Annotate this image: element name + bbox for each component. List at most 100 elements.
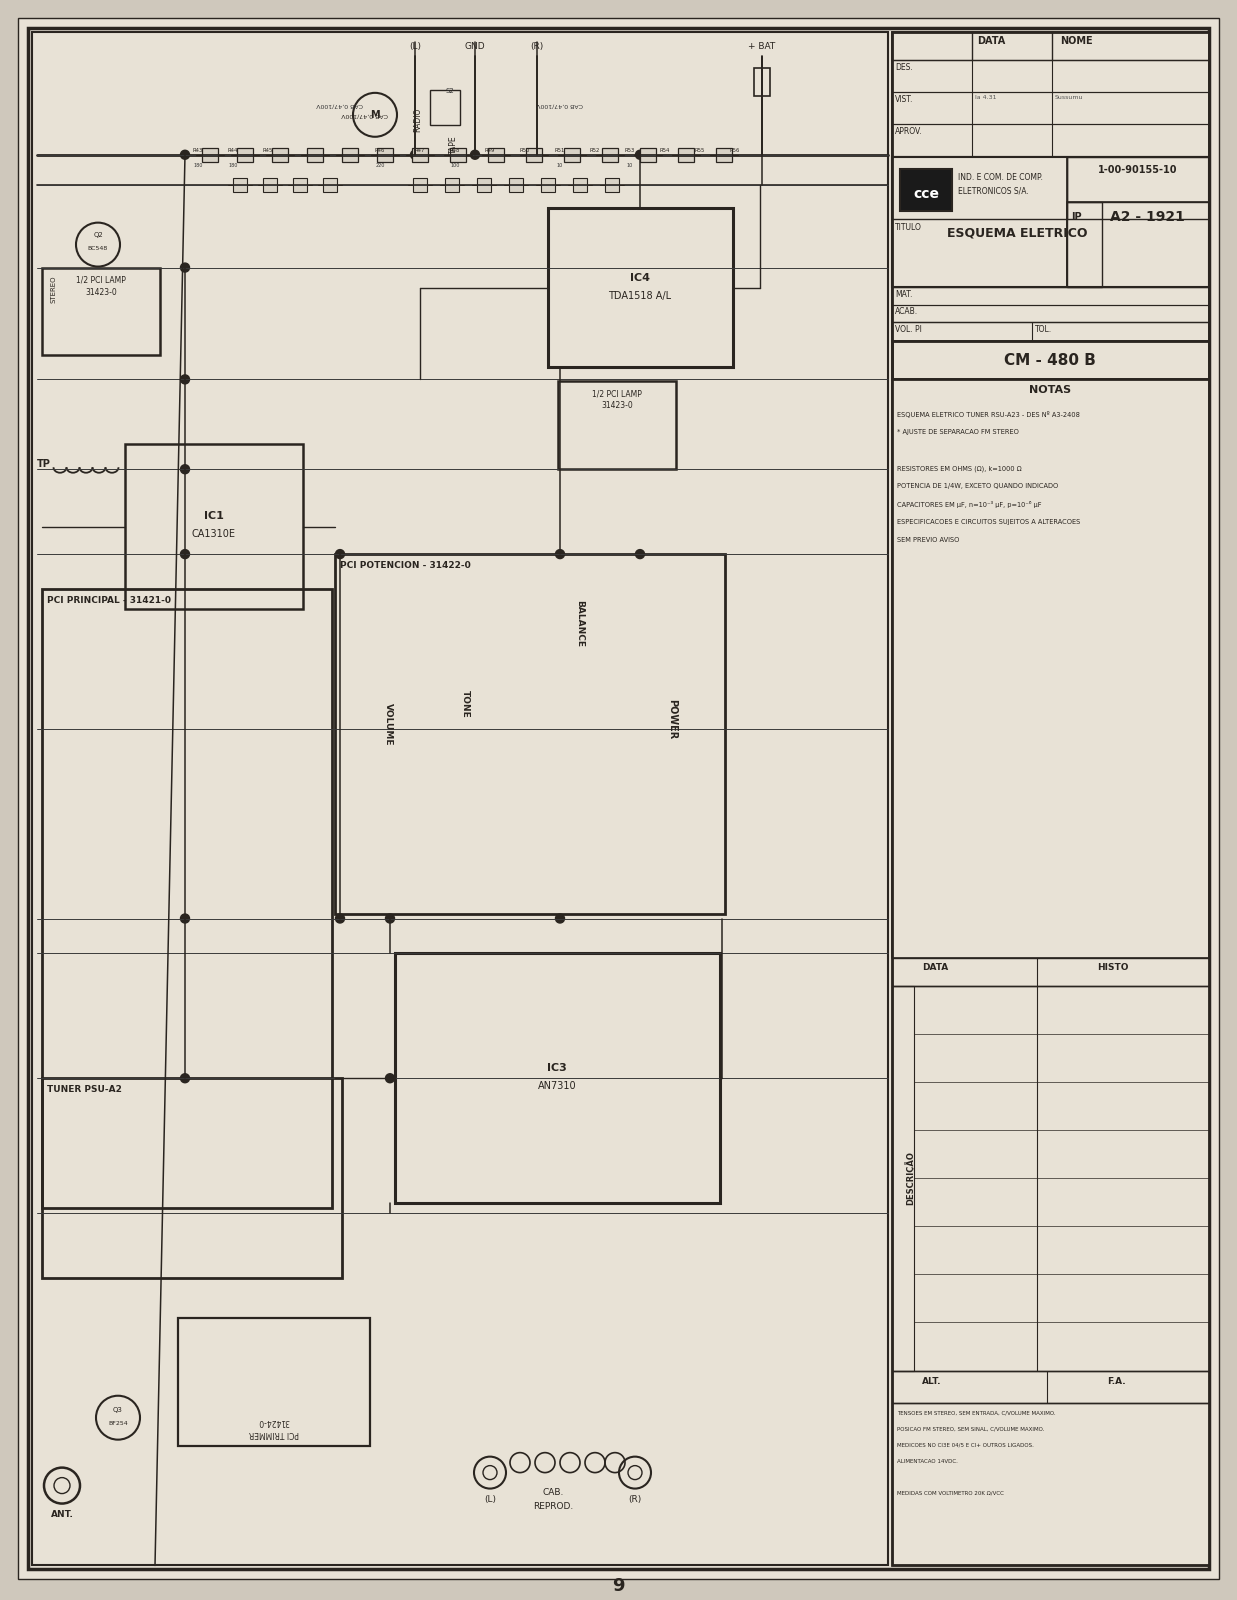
Text: 180: 180 <box>229 163 238 168</box>
Text: R52: R52 <box>590 147 600 152</box>
Bar <box>755 67 769 96</box>
Text: cce: cce <box>913 187 939 200</box>
Bar <box>892 91 1209 123</box>
Text: IC3: IC3 <box>547 1064 567 1074</box>
Circle shape <box>181 550 189 558</box>
Text: 10: 10 <box>557 163 563 168</box>
Text: DES.: DES. <box>896 62 913 72</box>
Bar <box>892 304 1209 323</box>
Circle shape <box>636 150 644 160</box>
Circle shape <box>470 150 480 160</box>
Text: BC548: BC548 <box>88 246 108 251</box>
Text: TDA1518 A/L: TDA1518 A/L <box>609 291 672 301</box>
Bar <box>892 32 1209 1565</box>
Text: NOTAS: NOTAS <box>1029 386 1071 395</box>
Text: 180: 180 <box>193 163 203 168</box>
Bar <box>238 147 254 162</box>
Text: IP: IP <box>1071 211 1081 222</box>
Circle shape <box>181 464 189 474</box>
Bar <box>892 32 1209 157</box>
Text: VIST.: VIST. <box>896 94 913 104</box>
Text: GND: GND <box>465 42 485 51</box>
Bar <box>892 986 914 1371</box>
Text: BALANCE: BALANCE <box>575 600 585 648</box>
Bar <box>678 147 694 162</box>
Bar <box>564 147 580 162</box>
Text: S2: S2 <box>445 88 454 94</box>
Bar <box>42 589 332 1208</box>
Circle shape <box>181 1074 189 1083</box>
Text: 1/2 PCI LAMP: 1/2 PCI LAMP <box>593 389 642 398</box>
Bar <box>573 178 588 192</box>
Text: ESQUEMA ELETRICO TUNER RSU-A23 - DES Nº A3-2408: ESQUEMA ELETRICO TUNER RSU-A23 - DES Nº … <box>897 411 1080 418</box>
Bar <box>892 986 1209 1371</box>
Bar <box>558 381 675 469</box>
Bar <box>892 323 1209 341</box>
Text: R54: R54 <box>659 147 670 152</box>
Bar <box>892 341 1209 379</box>
Bar <box>178 1318 370 1446</box>
Bar <box>430 90 460 125</box>
Text: 10: 10 <box>627 163 633 168</box>
Text: Q2: Q2 <box>93 232 103 238</box>
Bar <box>892 1403 1209 1565</box>
Text: RADIO: RADIO <box>413 107 423 131</box>
Text: R47: R47 <box>414 147 426 152</box>
Text: Sussumu: Sussumu <box>1055 94 1084 99</box>
Text: TUNER PSU-A2: TUNER PSU-A2 <box>47 1085 122 1094</box>
Text: R50: R50 <box>520 147 531 152</box>
Text: BF254: BF254 <box>108 1421 127 1426</box>
Text: 31424-0: 31424-0 <box>259 1416 289 1426</box>
Text: POTENCIA DE 1/4W, EXCETO QUANDO INDICADO: POTENCIA DE 1/4W, EXCETO QUANDO INDICADO <box>897 483 1058 490</box>
Circle shape <box>335 914 344 923</box>
Bar <box>477 178 491 192</box>
Text: 31423-0: 31423-0 <box>601 402 633 410</box>
Text: DATA: DATA <box>922 963 949 973</box>
Text: R48: R48 <box>450 147 460 152</box>
Bar <box>892 32 1209 59</box>
Text: ESPECIFICACOES E CIRCUITOS SUJEITOS A ALTERACOES: ESPECIFICACOES E CIRCUITOS SUJEITOS A AL… <box>897 518 1080 525</box>
Bar <box>602 147 618 162</box>
Text: SEM PREVIO AVISO: SEM PREVIO AVISO <box>897 538 960 542</box>
Bar <box>263 178 277 192</box>
Bar <box>892 1371 1209 1403</box>
Text: CAB 0,47/100V: CAB 0,47/100V <box>317 102 364 107</box>
Text: DESCRIÇÃO: DESCRIÇÃO <box>904 1150 915 1205</box>
Text: * AJUSTE DE SEPARACAO FM STEREO: * AJUSTE DE SEPARACAO FM STEREO <box>897 429 1019 435</box>
Bar <box>892 157 1068 286</box>
Text: R45: R45 <box>262 147 273 152</box>
Bar <box>526 147 542 162</box>
Bar <box>293 178 307 192</box>
Bar <box>413 178 427 192</box>
Bar <box>445 178 459 192</box>
Bar <box>377 147 393 162</box>
Text: (R): (R) <box>531 42 543 51</box>
Circle shape <box>181 262 189 272</box>
Text: IC1: IC1 <box>204 510 224 522</box>
Text: R44: R44 <box>228 147 239 152</box>
Text: CAB 0,47/100V: CAB 0,47/100V <box>537 102 584 107</box>
Text: 100: 100 <box>450 163 460 168</box>
Bar <box>489 147 503 162</box>
Text: TAPE: TAPE <box>449 136 458 154</box>
Bar <box>42 1078 341 1278</box>
Bar <box>202 147 218 162</box>
Circle shape <box>532 150 542 160</box>
Bar <box>892 59 1209 91</box>
Bar <box>901 168 952 211</box>
Text: ACAB.: ACAB. <box>896 307 918 317</box>
Text: REPROD.: REPROD. <box>533 1501 573 1510</box>
Text: DATA: DATA <box>977 35 1006 46</box>
Text: MEDIDAS COM VOLTIMETRO 20K Ω/VCC: MEDIDAS COM VOLTIMETRO 20K Ω/VCC <box>897 1491 1004 1496</box>
Bar <box>508 178 523 192</box>
Text: ALIMENTACAO 14VDC.: ALIMENTACAO 14VDC. <box>897 1459 957 1464</box>
Text: NOME: NOME <box>1060 35 1092 46</box>
Text: CA1310E: CA1310E <box>192 530 236 539</box>
Text: TENSOES EM STEREO, SEM ENTRADA, C/VOLUME MAXIMO.: TENSOES EM STEREO, SEM ENTRADA, C/VOLUME… <box>897 1411 1055 1416</box>
Text: IND. E COM. DE COMP.: IND. E COM. DE COMP. <box>957 173 1043 182</box>
Text: VOLUME: VOLUME <box>383 702 392 746</box>
Text: AN7310: AN7310 <box>538 1082 576 1091</box>
Circle shape <box>335 550 344 558</box>
Text: PCI POTENCION - 31422-0: PCI POTENCION - 31422-0 <box>340 562 471 570</box>
Text: Q3: Q3 <box>113 1406 122 1413</box>
